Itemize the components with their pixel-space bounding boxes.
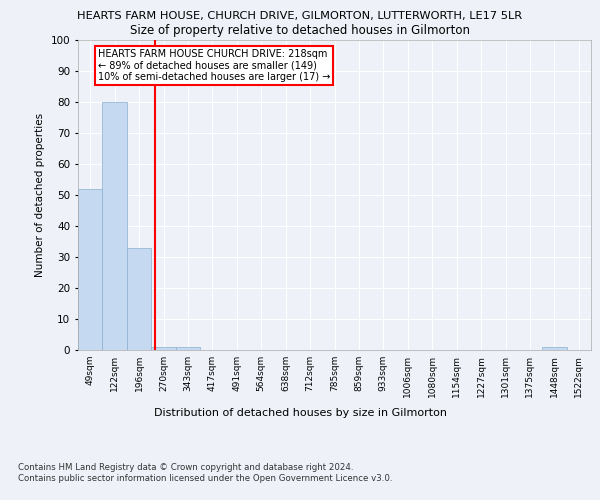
Bar (78, 189, 103, 350)
Bar (176, 347, 200, 350)
Text: Contains public sector information licensed under the Open Government Licence v3: Contains public sector information licen… (18, 474, 392, 483)
Text: Contains HM Land Registry data © Crown copyright and database right 2024.: Contains HM Land Registry data © Crown c… (18, 462, 353, 471)
Text: HEARTS FARM HOUSE CHURCH DRIVE: 218sqm
← 89% of detached houses are smaller (149: HEARTS FARM HOUSE CHURCH DRIVE: 218sqm ←… (98, 50, 330, 82)
Bar (103, 102, 127, 350)
Text: Distribution of detached houses by size in Gilmorton: Distribution of detached houses by size … (154, 408, 446, 418)
Bar (151, 347, 176, 350)
Bar (542, 347, 566, 350)
Text: Size of property relative to detached houses in Gilmorton: Size of property relative to detached ho… (130, 24, 470, 37)
Y-axis label: Number of detached properties: Number of detached properties (35, 113, 45, 277)
Bar (127, 248, 151, 350)
Text: HEARTS FARM HOUSE, CHURCH DRIVE, GILMORTON, LUTTERWORTH, LE17 5LR: HEARTS FARM HOUSE, CHURCH DRIVE, GILMORT… (77, 11, 523, 21)
